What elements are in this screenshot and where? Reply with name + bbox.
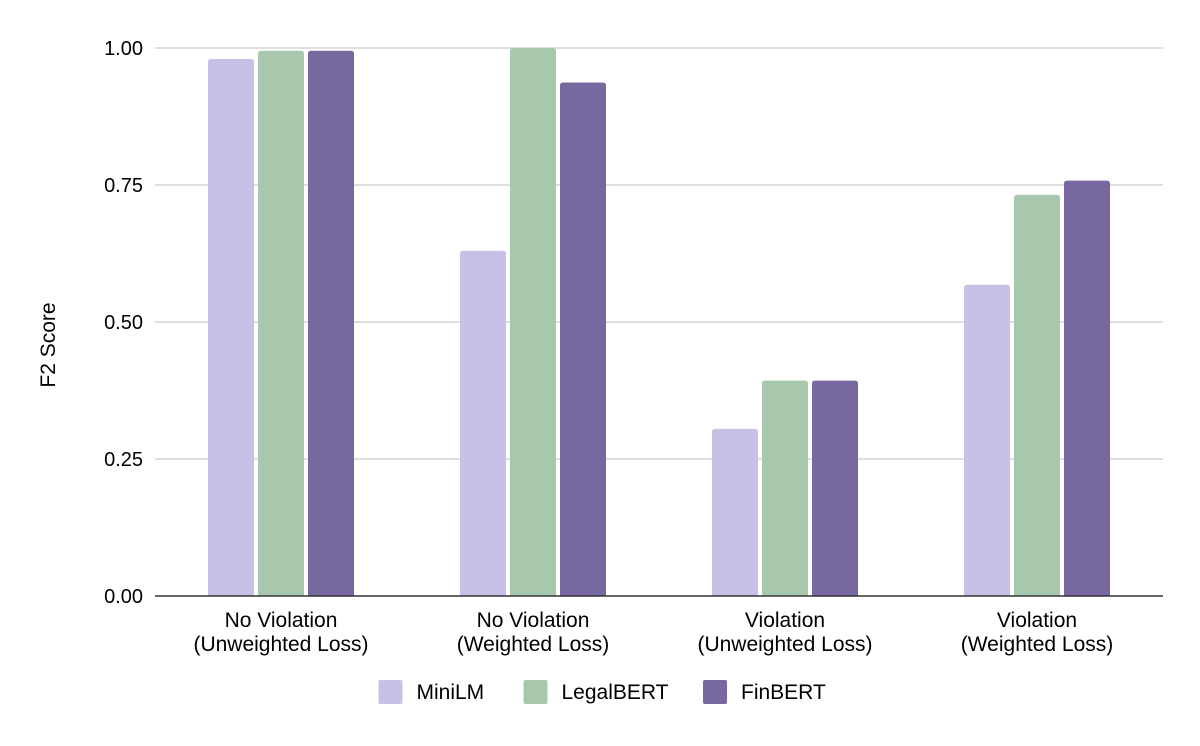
y-tick-label: 0.25 <box>104 449 143 471</box>
bar-finbert-4 <box>1064 180 1110 596</box>
legend-swatch <box>703 680 727 704</box>
bar-legalbert-3 <box>762 380 808 596</box>
y-tick-label: 0.75 <box>104 175 143 197</box>
legend-swatch <box>523 680 548 704</box>
y-tick-label: 0.50 <box>104 312 143 334</box>
x-category-label: (Weighted Loss) <box>457 633 610 656</box>
bar-finbert-1 <box>308 50 354 597</box>
legend-swatch <box>378 680 403 704</box>
x-category-label: (Weighted Loss) <box>961 633 1114 656</box>
legend-label: FinBERT <box>741 681 826 704</box>
x-category-label: No Violation <box>225 609 338 632</box>
x-axis-category-labels: No Violation(Unweighted Loss)No Violatio… <box>193 609 1113 656</box>
x-category-label: Violation <box>745 609 825 632</box>
x-category-label: Violation <box>997 609 1077 632</box>
x-category-label: (Unweighted Loss) <box>697 633 872 656</box>
bar-finbert-3 <box>812 380 858 596</box>
bar-legalbert-2 <box>510 48 556 596</box>
y-tick-label: 0.00 <box>104 586 143 608</box>
legend: MiniLM LegalBERT FinBERT <box>378 680 826 704</box>
bar-legalbert-4 <box>1014 194 1060 596</box>
legend-label: LegalBERT <box>562 681 669 704</box>
gridlines <box>155 47 1163 460</box>
bar-minilm-2 <box>460 250 506 596</box>
x-category-label: No Violation <box>477 609 590 632</box>
bar-minilm-1 <box>208 58 254 596</box>
legend-item-minilm: MiniLM <box>378 680 485 704</box>
y-axis-title: F2 Score <box>37 302 60 387</box>
legend-label: MiniLM <box>417 681 485 704</box>
legend-item-legalbert: LegalBERT <box>523 680 669 704</box>
legend-item-finbert: FinBERT <box>703 680 826 704</box>
bar-legalbert-1 <box>258 50 304 597</box>
bar-minilm-4 <box>964 284 1010 596</box>
y-axis-ticks: 0.00 0.25 0.50 0.75 1.00 <box>104 38 143 608</box>
bars <box>208 48 1110 597</box>
y-tick-label: 1.00 <box>104 38 143 60</box>
bar-finbert-2 <box>560 82 606 597</box>
x-category-label: (Unweighted Loss) <box>193 633 368 656</box>
bar-minilm-3 <box>712 428 758 596</box>
